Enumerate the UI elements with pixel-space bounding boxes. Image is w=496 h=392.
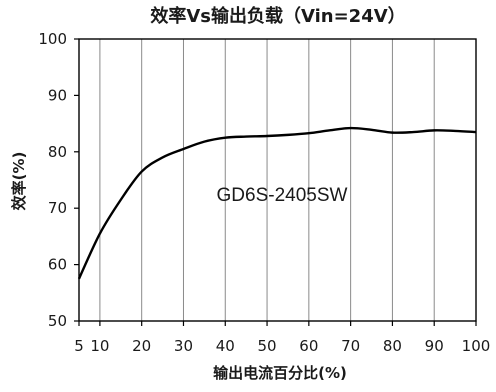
- x-tick-label: 60: [299, 337, 318, 355]
- x-tick-label: 20: [132, 337, 151, 355]
- efficiency-series-line: [77, 126, 477, 280]
- y-tick-label: 60: [48, 256, 67, 274]
- data-point: [78, 278, 80, 280]
- data-point: [287, 134, 289, 136]
- data-point: [224, 137, 226, 139]
- model-annotation: GD6S-2405SW: [217, 185, 348, 206]
- x-tick-label: 50: [258, 337, 277, 355]
- x-tick-label: 10: [90, 337, 109, 355]
- data-point: [433, 129, 435, 131]
- y-tick-label: 50: [48, 312, 67, 330]
- x-axis-ticks: 5 10 20 30 40 50 60 70 80 90 100: [74, 321, 490, 355]
- data-point: [475, 131, 477, 133]
- data-point: [308, 132, 310, 134]
- y-tick-label: 80: [48, 143, 67, 161]
- data-point: [266, 135, 268, 137]
- data-point: [161, 156, 164, 159]
- data-point: [454, 130, 456, 132]
- x-tick-label: 100: [462, 337, 491, 355]
- data-point: [350, 127, 352, 129]
- y-tick-label: 70: [48, 199, 67, 217]
- x-tick-label: 70: [341, 337, 360, 355]
- plot-frame: [78, 38, 477, 322]
- data-point: [141, 170, 143, 173]
- data-point: [412, 131, 414, 133]
- y-axis-ticks: 50 60 70 80 90 100: [38, 30, 79, 330]
- series-layer: [77, 126, 477, 280]
- grid: [99, 39, 435, 321]
- data-point: [120, 199, 122, 201]
- x-tick-label: 90: [425, 337, 444, 355]
- x-tick-label: 30: [174, 337, 193, 355]
- x-tick-label: 80: [383, 337, 402, 355]
- y-tick-label: 90: [48, 86, 67, 104]
- data-point: [203, 141, 205, 143]
- x-axis-label: 输出电流百分比(%): [213, 364, 347, 382]
- y-axis-label: 效率(%): [10, 152, 28, 211]
- data-point: [245, 135, 247, 138]
- data-point: [99, 232, 101, 235]
- y-tick-label: 100: [38, 30, 67, 48]
- data-point: [391, 132, 394, 134]
- x-tick-label: 5: [74, 337, 84, 355]
- chart-title: 效率Vs输出负载（Vin=24V）: [150, 5, 405, 27]
- data-point: [370, 129, 373, 131]
- data-point: [329, 129, 331, 131]
- x-tick-label: 40: [216, 337, 235, 355]
- data-point: [182, 148, 185, 150]
